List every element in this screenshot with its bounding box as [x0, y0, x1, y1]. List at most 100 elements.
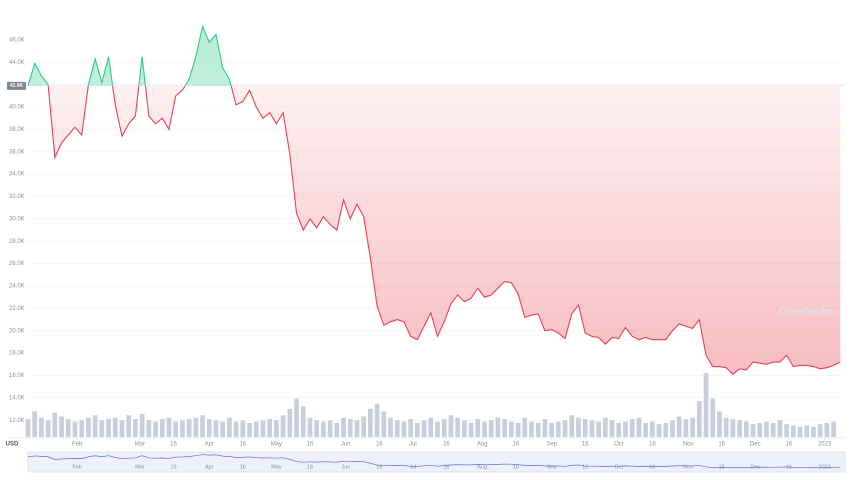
- x-tick-label: 16: [785, 442, 792, 448]
- volume-bar: [529, 421, 534, 437]
- volume-bar: [616, 422, 622, 437]
- x-tick-label: 16: [718, 442, 725, 448]
- x-tick-label: Nov: [683, 442, 694, 448]
- volume-bar: [757, 422, 763, 437]
- volume-bar: [535, 422, 541, 437]
- volume-bar: [743, 421, 749, 437]
- volume-bar: [696, 401, 702, 437]
- volume-bar: [59, 416, 64, 437]
- volume-bar: [146, 420, 152, 437]
- volume-bar: [227, 417, 232, 437]
- volume-bar: [676, 416, 682, 437]
- volume-bar: [589, 420, 595, 437]
- volume-bar: [549, 422, 554, 437]
- volume-bar: [750, 424, 756, 437]
- x-tick-label: 16: [239, 442, 246, 448]
- volume-bar: [609, 420, 615, 437]
- y-tick-label: 12.0K: [9, 418, 25, 424]
- volume-bar: [112, 417, 118, 437]
- volume-bar: [804, 425, 810, 437]
- volume-bar: [421, 420, 427, 437]
- volume-bar: [334, 422, 340, 437]
- volume-bar: [220, 421, 226, 437]
- volume-bar: [730, 419, 736, 437]
- volume-bar: [300, 406, 306, 437]
- volume-bar: [280, 415, 286, 437]
- price-line-down: [27, 85, 841, 376]
- volume-bar: [173, 421, 179, 437]
- navigator-tick-label: 16: [170, 464, 176, 470]
- navigator-tick-label: Feb: [72, 464, 81, 470]
- volume-bar: [475, 419, 481, 437]
- volume-bar: [831, 421, 836, 437]
- volume-bar: [649, 421, 655, 437]
- navigator-tick-label: May: [271, 464, 282, 470]
- volume-bar: [233, 421, 239, 437]
- volume-bar: [240, 420, 246, 437]
- watermark: CoinGecko: [779, 306, 833, 318]
- volume-bar: [32, 411, 38, 437]
- volume-bar: [509, 421, 514, 437]
- x-tick-label: Dec: [750, 442, 761, 448]
- x-tick-label: Apr: [205, 442, 214, 448]
- navigator-tick-label: Mar: [135, 464, 145, 470]
- volume-bar: [717, 411, 722, 437]
- navigator-tick-label: Jul: [409, 464, 416, 470]
- volume-bar: [65, 419, 71, 437]
- currency-label: USD: [6, 442, 19, 448]
- volume-bar: [811, 426, 816, 437]
- x-tick-label: 16: [582, 442, 589, 448]
- volume-bar: [683, 419, 689, 437]
- volume-bar: [52, 412, 58, 437]
- volume-bar: [206, 419, 212, 437]
- y-tick-label: 22.0K: [9, 306, 25, 312]
- navigator-tick-label: 16: [786, 464, 792, 470]
- volume-bar: [562, 420, 568, 437]
- volume-bar: [354, 420, 360, 437]
- volume-bar: [99, 420, 105, 437]
- y-tick-label: 26.0K: [9, 261, 25, 267]
- navigator-tick-label: Nov: [683, 464, 693, 470]
- volume-bar: [180, 420, 185, 437]
- volume-bar: [401, 421, 407, 437]
- volume-bar: [72, 421, 78, 437]
- volume-bar: [670, 420, 675, 437]
- volume-bar: [247, 422, 252, 437]
- navigator-tick-label: Aug: [477, 464, 487, 470]
- navigator-tick-label: 16: [376, 464, 382, 470]
- volume-bar: [623, 421, 628, 437]
- volume-bar: [347, 419, 353, 437]
- volume-bar: [92, 415, 98, 437]
- volume-bar: [415, 422, 420, 437]
- baseline-badge: [7, 81, 26, 90]
- volume-bar: [381, 411, 387, 437]
- volume-bar: [186, 419, 192, 437]
- volume-bar: [576, 417, 581, 437]
- volume-bar: [703, 373, 709, 437]
- x-tick-label: Sep: [546, 442, 557, 448]
- navigator-tick-label: Oct: [614, 464, 623, 470]
- volume-bar: [495, 417, 501, 437]
- volume-bar: [602, 417, 608, 437]
- volume-bar: [663, 422, 669, 437]
- volume-bar: [374, 403, 380, 437]
- plot-area: [25, 24, 845, 437]
- volume-bar: [361, 416, 367, 437]
- volume-bar: [159, 419, 165, 437]
- volume-bar: [596, 421, 601, 437]
- volume-bar: [388, 417, 393, 437]
- x-tick-label: Mar: [135, 442, 145, 448]
- volume-bar: [569, 415, 575, 437]
- x-tick-label: 2023: [818, 442, 832, 448]
- y-tick-label: 14.0K: [9, 395, 25, 401]
- y-tick-label: 40.0K: [9, 105, 25, 111]
- x-tick-label: Feb: [72, 442, 83, 448]
- volume-bar: [770, 422, 776, 437]
- volume-bar: [656, 424, 662, 437]
- volume-bar: [193, 417, 199, 437]
- volume-bar: [368, 408, 373, 437]
- volume-bar: [522, 417, 528, 437]
- navigator-tick-label: 16: [240, 464, 246, 470]
- volume-bar: [643, 422, 648, 437]
